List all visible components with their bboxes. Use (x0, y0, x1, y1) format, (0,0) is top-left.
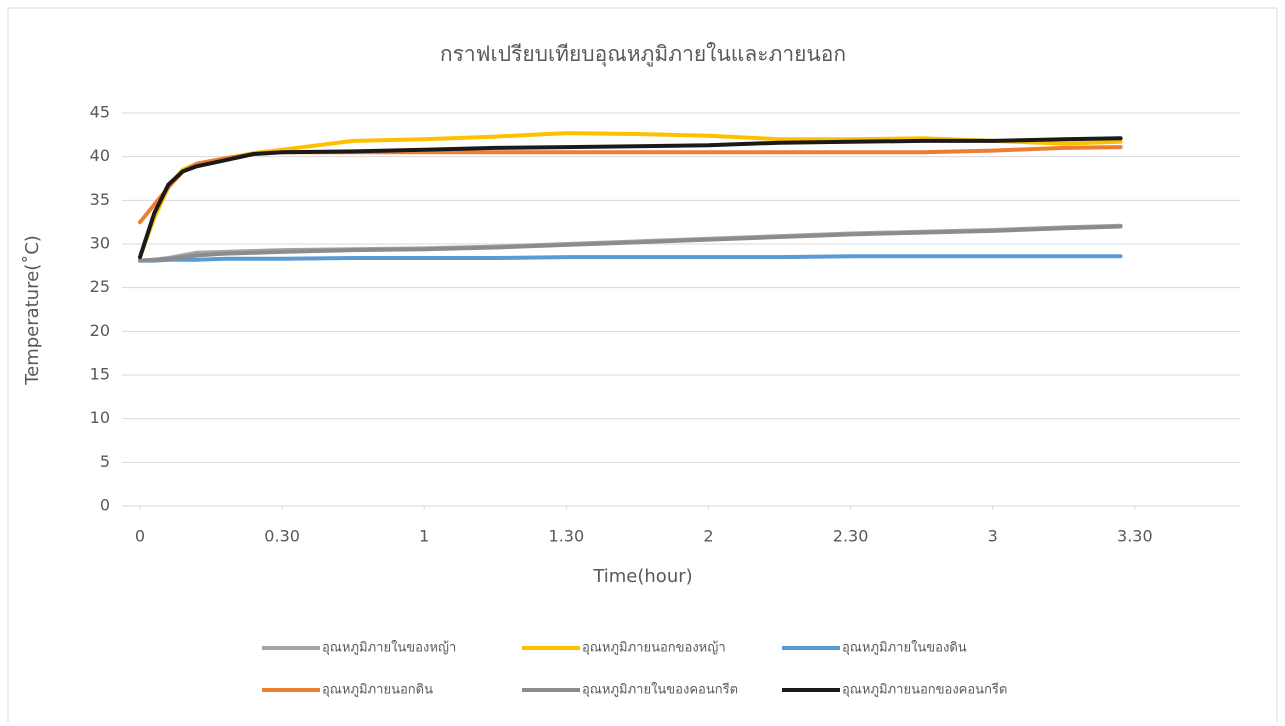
legend-label: อุณหภูมิภายในของคอนกรีต (582, 682, 738, 698)
legend-label: อุณหภูมิภายในของหญ้า (322, 640, 456, 656)
x-tick-label: 2 (703, 527, 713, 546)
y-tick-label: 30 (90, 234, 110, 253)
x-tick-label: 0.30 (264, 527, 300, 546)
series-line (138, 254, 1123, 263)
y-tick-label: 35 (90, 190, 110, 209)
series-line (138, 136, 1123, 260)
legend-label: อุณหภูมิภายนอกของหญ้า (582, 641, 726, 656)
y-tick-label: 45 (90, 103, 110, 122)
x-tick-label: 3 (988, 527, 998, 546)
y-tick-label: 25 (90, 277, 110, 296)
y-tick-label: 10 (90, 408, 110, 427)
x-axis-label: Time(hour) (592, 566, 692, 587)
y-tick-label: 40 (90, 146, 110, 165)
y-tick-label: 20 (90, 321, 110, 340)
y-tick-label: 15 (90, 365, 110, 384)
legend-label: อุณหภูมิภายนอกดิน (322, 683, 433, 698)
chart-title: กราฟเปรียบเทียบอุณหภูมิภายในและภายนอก (440, 42, 846, 67)
chart-border (7, 7, 1278, 726)
x-tick-label: 2.30 (833, 527, 869, 546)
series-line (138, 224, 1123, 263)
y-tick-label: 5 (100, 452, 110, 471)
x-tick-label: 0 (135, 527, 145, 546)
x-tick-label: 1 (419, 527, 429, 546)
legend-label: อุณหภูมิภายนอกของคอนกรีต (842, 682, 1007, 698)
x-tick-label: 3.30 (1117, 527, 1153, 546)
y-tick-label: 0 (100, 496, 110, 515)
x-tick-label: 1.30 (549, 527, 585, 546)
y-axis-label: Temperature(˚C) (22, 235, 43, 386)
legend-label: อุณหภูมิภายในของดิน (842, 640, 967, 656)
